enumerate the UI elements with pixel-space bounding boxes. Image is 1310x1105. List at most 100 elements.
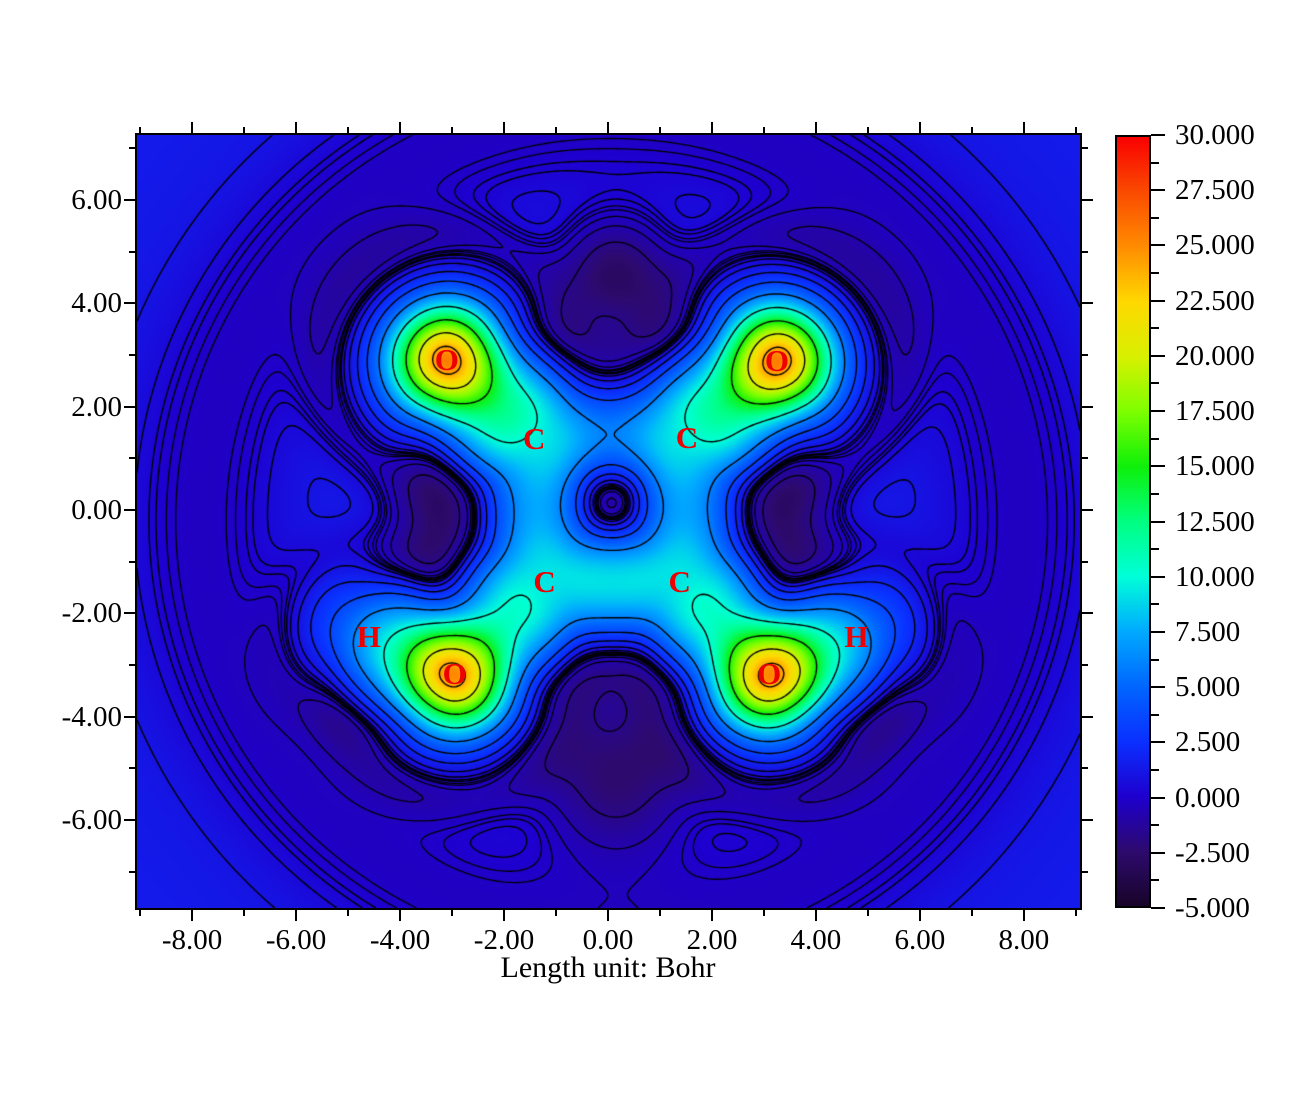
x-axis-tick xyxy=(658,908,661,916)
atom-label-C: C xyxy=(533,564,556,600)
y-tick-label: 4.00 xyxy=(71,287,122,320)
x-axis-tick xyxy=(606,908,609,921)
x-axis-tick xyxy=(762,127,765,135)
colorbar-tick-label: 10.000 xyxy=(1175,560,1255,593)
colorbar-tick-label: 27.500 xyxy=(1175,174,1255,207)
y-axis-tick xyxy=(1080,509,1093,512)
x-tick-label: -8.00 xyxy=(161,924,223,956)
x-axis-tick xyxy=(139,908,142,916)
y-axis-tick xyxy=(124,302,137,305)
atom-label-O: O xyxy=(442,656,467,692)
x-axis-tick xyxy=(399,908,402,921)
y-axis-tick xyxy=(124,819,137,822)
colorbar-tick-label: 30.000 xyxy=(1175,119,1255,151)
colorbar-major-tick xyxy=(1151,686,1165,689)
colorbar-major-tick xyxy=(1151,575,1165,578)
y-axis-tick xyxy=(1080,354,1088,357)
y-axis-tick xyxy=(129,767,137,770)
x-axis-tick xyxy=(1022,908,1025,921)
atom-label-H: H xyxy=(844,619,869,655)
y-axis-tick xyxy=(1080,612,1093,615)
atom-label-C: C xyxy=(522,420,546,456)
x-tick-label: -2.00 xyxy=(473,924,535,956)
y-axis-tick xyxy=(1080,405,1093,408)
x-axis-tick xyxy=(347,908,350,916)
x-axis-tick xyxy=(243,127,246,135)
colorbar-gradient xyxy=(1115,135,1151,908)
colorbar-minor-tick xyxy=(1151,437,1159,440)
atom-label-O: O xyxy=(434,342,459,378)
y-tick-label: 0.00 xyxy=(71,494,122,527)
colorbar-tick-label: 17.500 xyxy=(1175,395,1255,428)
y-axis-tick xyxy=(129,870,137,873)
x-axis-tick xyxy=(295,122,298,135)
colorbar-major-tick xyxy=(1151,299,1165,302)
y-axis-tick xyxy=(124,612,137,615)
colorbar-minor-tick xyxy=(1151,548,1159,551)
colorbar-tick-label: 25.000 xyxy=(1175,229,1255,262)
y-axis-tick xyxy=(1080,457,1088,460)
x-axis-tick xyxy=(191,908,194,921)
x-tick-label: 8.00 xyxy=(998,924,1050,956)
y-axis-tick xyxy=(124,715,137,718)
colorbar-major-tick xyxy=(1151,410,1165,413)
colorbar-tick-label: 7.500 xyxy=(1175,615,1241,648)
x-axis-tick xyxy=(1022,122,1025,135)
y-axis-tick xyxy=(129,354,137,357)
x-axis-tick xyxy=(918,908,921,921)
x-tick-label: -4.00 xyxy=(369,924,431,956)
y-axis-tick xyxy=(1080,250,1088,253)
x-axis-tick xyxy=(710,908,713,921)
atom-label-O: O xyxy=(757,656,782,692)
colorbar-major-tick xyxy=(1151,465,1165,468)
y-axis-tick xyxy=(129,250,137,253)
x-axis-tick xyxy=(1074,908,1077,916)
x-axis-tick xyxy=(554,908,557,916)
y-tick-label: -2.00 xyxy=(61,597,122,630)
y-tick-label: 6.00 xyxy=(71,184,122,217)
y-tick-label: -6.00 xyxy=(61,804,122,837)
x-axis-tick xyxy=(710,122,713,135)
colorbar-minor-tick xyxy=(1151,272,1159,275)
y-tick-label: 2.00 xyxy=(71,390,122,423)
colorbar-minor-tick xyxy=(1151,879,1159,882)
x-tick-label: 0.00 xyxy=(582,924,634,956)
colorbar-tick-label: 12.500 xyxy=(1175,505,1255,538)
contour-map-canvas xyxy=(137,135,1080,908)
x-axis-tick xyxy=(1074,127,1077,135)
x-axis-tick xyxy=(399,122,402,135)
colorbar-minor-tick xyxy=(1151,161,1159,164)
atom-label-C: C xyxy=(668,564,691,600)
x-axis-tick xyxy=(970,127,973,135)
colorbar-tick-label: 22.500 xyxy=(1175,284,1255,317)
y-axis-tick xyxy=(1080,715,1093,718)
x-axis-tick xyxy=(866,127,869,135)
colorbar-minor-tick xyxy=(1151,768,1159,771)
colorbar-major-tick xyxy=(1151,741,1165,744)
y-axis-tick xyxy=(129,560,137,563)
x-axis-tick xyxy=(451,127,454,135)
y-axis-tick xyxy=(124,509,137,512)
colorbar-tick-label: 5.000 xyxy=(1175,671,1241,704)
colorbar-tick-label: -5.000 xyxy=(1175,892,1250,924)
y-axis-tick xyxy=(1080,147,1088,150)
colorbar-minor-tick xyxy=(1151,713,1159,716)
colorbar-minor-tick xyxy=(1151,658,1159,661)
colorbar-tick-label: -2.500 xyxy=(1175,836,1250,869)
x-tick-label: 2.00 xyxy=(686,924,738,956)
colorbar-tick-label: 2.500 xyxy=(1175,726,1241,759)
y-axis-tick xyxy=(1080,664,1088,667)
x-axis-tick xyxy=(866,908,869,916)
colorbar-major-tick xyxy=(1151,520,1165,523)
y-axis-tick xyxy=(129,147,137,150)
x-axis-tick xyxy=(451,908,454,916)
y-axis-tick xyxy=(124,405,137,408)
x-axis-tick xyxy=(243,908,246,916)
y-tick-label: -4.00 xyxy=(61,700,122,733)
y-axis-tick xyxy=(1080,870,1088,873)
colorbar-major-tick xyxy=(1151,907,1165,909)
atom-label-C: C xyxy=(675,419,699,455)
x-axis-tick xyxy=(347,127,350,135)
colorbar-major-tick xyxy=(1151,244,1165,247)
colorbar-tick-label: 15.000 xyxy=(1175,450,1255,483)
